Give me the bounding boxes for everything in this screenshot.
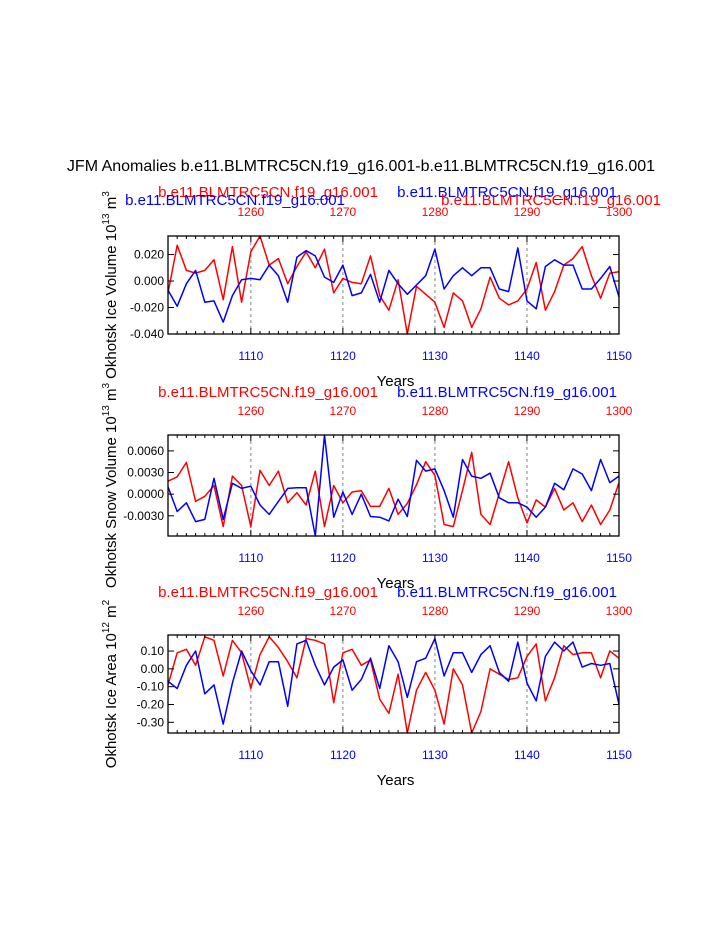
series-name-label: b.e11.BLMTRC5CN.f19_g16.001 — [397, 384, 617, 401]
x-tick-label-bottom: 1140 — [514, 551, 540, 565]
x-tick-label-top: 1270 — [330, 604, 357, 618]
x-tick-label-bottom: 1110 — [238, 748, 263, 762]
x-tick-label-top: 1280 — [422, 205, 449, 219]
y-axis-label: Okhotsk Snow Volume 1013 m3 — [101, 383, 120, 589]
x-tick-label-bottom: 1150 — [606, 349, 632, 363]
x-tick-label-bottom: 1140 — [514, 349, 540, 363]
series-name-label: b.e11.BLMTRC5CN.f19_g16.001 — [158, 584, 378, 601]
y-tick-label: -0.30 — [137, 715, 165, 729]
x-tick-label-bottom: 1140 — [514, 748, 540, 762]
y-tick-label: 0.0060 — [127, 444, 164, 458]
x-axis-label: Years — [377, 772, 415, 789]
x-tick-label-top: 1270 — [330, 404, 357, 418]
y-tick-label: 0.020 — [134, 248, 164, 262]
plot-frame — [167, 634, 620, 734]
x-tick-label-top: 1290 — [514, 404, 541, 418]
series-name-label: b.e11.BLMTRC5CN.f19_g16.001 — [397, 584, 617, 601]
series-name-label: b.e11.BLMTRC5CN.f19_g16.001 — [125, 192, 345, 209]
x-tick-label-top: 1280 — [422, 404, 449, 418]
series-name-label: b.e11.BLMTRC5CN.f19_g16.001 — [158, 384, 378, 401]
y-tick-label: -0.020 — [130, 301, 164, 315]
y-tick-label: 0.0000 — [127, 487, 164, 501]
y-tick-label: -0.20 — [137, 697, 165, 711]
x-tick-label-top: 1270 — [330, 205, 357, 219]
y-tick-label: -0.10 — [137, 680, 165, 694]
x-tick-label-bottom: 1110 — [238, 349, 263, 363]
x-tick-label-bottom: 1130 — [422, 748, 448, 762]
y-tick-label: -0.0030 — [123, 509, 164, 523]
series-line-red — [167, 451, 620, 528]
series-line-blue — [167, 247, 620, 323]
panel-1: 1110 1120 1130 1140 1150 1260 1270 1280 1290 1300… — [101, 184, 661, 390]
panel-3: 1110 1120 1130 1140 1150 1260 1270 1280 1290 1300… — [101, 584, 633, 789]
y-axis-label: Okhotsk Ice Area 1012 m2 — [101, 599, 120, 768]
x-tick-label-bottom: 1110 — [238, 551, 263, 565]
series-line-blue — [167, 434, 620, 537]
x-tick-label-top: 1260 — [237, 604, 264, 618]
x-tick-label-bottom: 1130 — [422, 349, 448, 363]
x-tick-label-bottom: 1130 — [422, 551, 448, 565]
series-name-label: b.e11.BLMTRC5CN.f19_g16.001 — [441, 192, 661, 209]
x-tick-label-top: 1290 — [514, 604, 541, 618]
plot-frame — [167, 235, 620, 335]
x-tick-label-bottom: 1150 — [606, 551, 632, 565]
y-tick-label: 0.00 — [141, 662, 165, 676]
y-tick-label: 0.0030 — [127, 466, 164, 480]
series-name-label: b.e11.BLMTRC5CN.f19_g16.001 — [397, 184, 617, 201]
x-tick-label-top: 1290 — [514, 205, 541, 219]
y-tick-label: 0.10 — [141, 644, 165, 658]
x-tick-label-top: 1280 — [422, 604, 449, 618]
series-name-label: b.e11.BLMTRC5CN.f19_g16.001 — [158, 184, 378, 201]
x-tick-label-bottom: 1120 — [330, 748, 356, 762]
series-line-red — [167, 235, 620, 335]
y-tick-label: 0.000 — [134, 274, 164, 288]
x-axis-label: Years — [377, 575, 415, 592]
panel-2: 1110 1120 1130 1140 1150 1260 1270 1280 1290 1300… — [101, 383, 633, 593]
x-axis-label: Years — [377, 373, 415, 390]
x-tick-label-top: 1260 — [237, 404, 264, 418]
series-line-red — [167, 636, 620, 734]
x-tick-label-top: 1260 — [237, 205, 264, 219]
y-tick-label: -0.040 — [130, 327, 164, 341]
x-tick-label-top: 1300 — [606, 205, 633, 219]
main-title: JFM Anomalies b.e11.BLMTRC5CN.f19_g16.00… — [67, 158, 655, 175]
plot-frame — [167, 434, 620, 537]
x-tick-label-top: 1300 — [606, 604, 633, 618]
y-axis-label: Okhotsk Ice Volume 1013 m3 — [101, 191, 120, 379]
x-tick-label-bottom: 1150 — [606, 748, 632, 762]
x-tick-label-bottom: 1120 — [330, 551, 356, 565]
series-line-blue — [167, 637, 620, 725]
x-tick-label-bottom: 1120 — [330, 349, 356, 363]
x-tick-label-top: 1300 — [606, 404, 633, 418]
